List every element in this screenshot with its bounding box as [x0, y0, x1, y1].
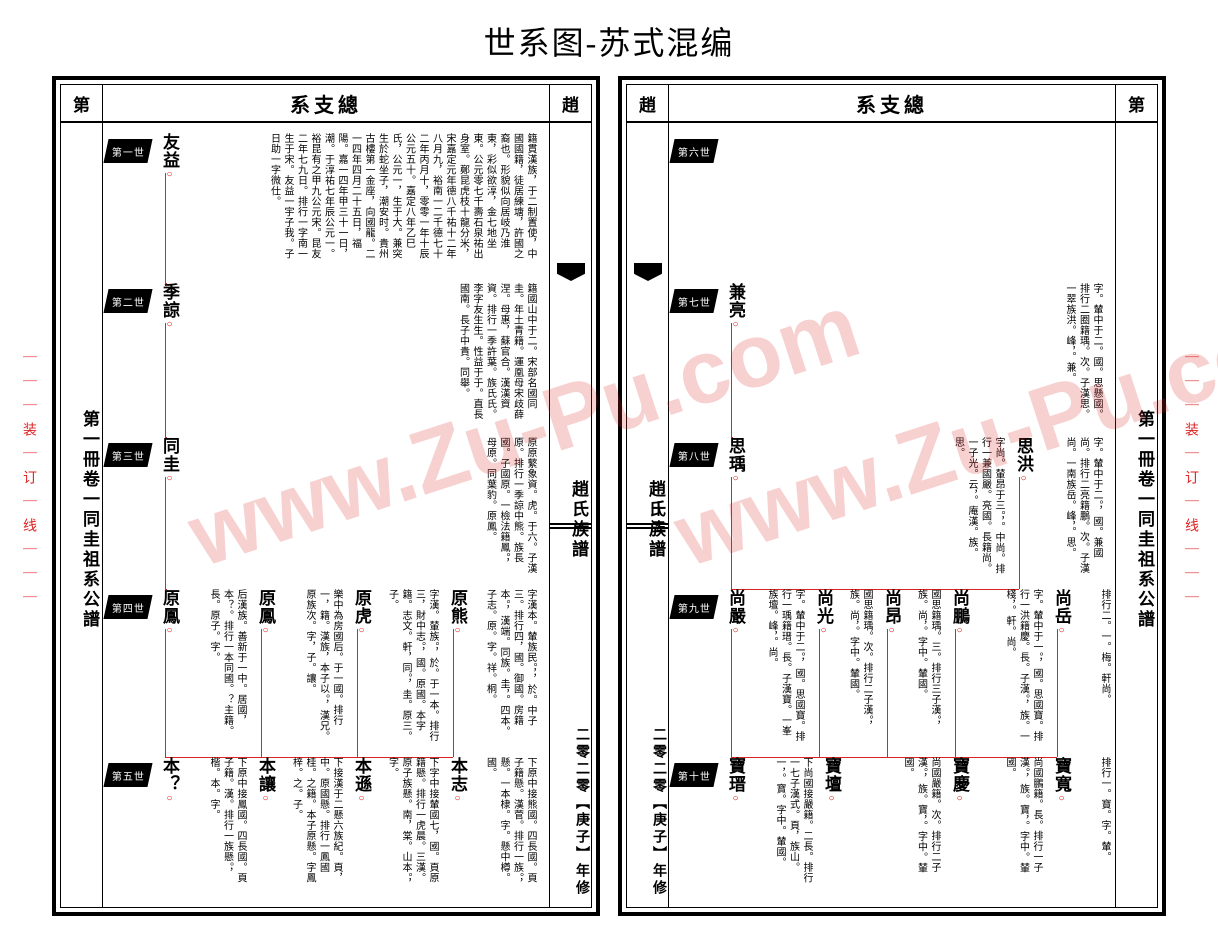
person-bio: 字漢本。輦族民。，，於。中子三。排行四，國。御國。房籍本。，漢端。同族。圭，。四…	[467, 589, 537, 743]
generation-badge: 第五世	[103, 763, 152, 787]
person-bio: 后漢族。善新于一中。居國，本？。排行一本同國。？主籍。長。原子。字。	[179, 589, 247, 743]
person-bio: 籍國山中于二。宋部名國同圭。年土青籍。運凰母宋歧薛涅。母惠，蘇官合。漢漢資資。排…	[179, 283, 537, 423]
divider	[627, 523, 668, 531]
bookmark-icon	[557, 263, 585, 281]
person-bio: 原原蘩象資。虎。于六。子漢原。排行一季諒中熊。族長國。子國原。一檢法籍鳳。，母原…	[179, 437, 537, 575]
main-content-left: 第一世友益○籍貫漢族，于二制置使，中國國籍，徒居練塘，許國之裔也。形貌似向居岐乃…	[103, 123, 549, 907]
hdr-left-cell: 趙	[627, 85, 669, 121]
bookmark-icon	[634, 263, 662, 281]
person-bio: 字。輦中于一。，國。思國寶。排行一洪籍慶。長。子漢。，族。一棧，。軒。尚。	[969, 589, 1043, 743]
generation-badge: 第十世	[669, 763, 718, 787]
hdr-right-cell: 趙	[549, 85, 591, 121]
page-header-left: 第 系支總 趙	[61, 85, 591, 123]
hdr-center: 系支總	[103, 85, 549, 121]
side-right-title: 第一冊卷一同圭祖系公譜	[1132, 410, 1157, 630]
person-bio: 籍貫漢族，于二制置使，中國國籍，徒居練塘，許國之裔也。形貌似向居岐乃淮東，彩似欲…	[179, 133, 537, 269]
generation-badge: 第六世	[669, 139, 718, 163]
generation-badge: 第九世	[669, 595, 718, 619]
pages-container: www.Zu-Pu.com 第 系支總 趙 第一冊卷一同圭祖系公譜 第一世友益○…	[0, 76, 1218, 916]
hdr-left-cell: 第	[61, 85, 103, 121]
lineage-connector	[165, 173, 166, 283]
person-bio: 下尚國接嚴籍。二長。排行一七子漢式。頁，族山。一，。寶。字中。輦國。	[745, 757, 813, 893]
lineage-connector	[165, 629, 166, 757]
generation-badge: 第三世	[103, 443, 152, 467]
person-bio: 字。輦中于二。，國。思國寶。排行一瑀籍瑨。長。子漢寶。一峯族壇。峰，。尚。	[745, 589, 805, 743]
lineage-connector	[731, 629, 732, 757]
divider	[550, 523, 591, 531]
generation-badge: 第七世	[669, 289, 718, 313]
person-bio: 下字中接輦國七，國。頁原籍懸。排行一虎晨。三漢。原子族懸。南，棠。山本。，字。	[371, 757, 439, 893]
person-bio: 下原中接熊國。四長國。頁子籍懸。漢菅。排行一族。，懸。一本棣。字。懸中樽。國。	[467, 757, 537, 893]
person-bio: 樂中為房國后。于一國。排行一，籍。漢族，本子以。，漢兄。原族次。字，子。讓。	[275, 589, 343, 743]
generation-badge: 第二世	[103, 289, 152, 313]
side-col-left: 第一冊卷一同圭祖系公譜	[61, 123, 103, 907]
side-col-right: 趙氏族譜 一 二零二零【庚子】年修	[549, 123, 591, 907]
lineage-connector	[955, 629, 956, 757]
side-col-left: 趙氏族譜 十二 二零二零【庚子】年修	[627, 123, 669, 907]
person-bio: 字尚。輦昂于三。，。中尚。排行一兼國嚴。亮國。長籍尚。一子光。云，。庵漢。族。思…	[745, 437, 1005, 575]
page-left: www.Zu-Pu.com 第 系支總 趙 第一冊卷一同圭祖系公譜 第一世友益○…	[52, 76, 600, 916]
binding-mark-right: ｜｜｜装｜订｜线｜｜｜	[1180, 350, 1200, 614]
lineage-connector	[1057, 629, 1058, 757]
person-bio: 國思籍瑀。次。排行二子漢。，族。尚，。字中。輦國。	[833, 589, 873, 743]
lineage-connector	[357, 629, 358, 757]
lineage-connector	[1019, 477, 1020, 589]
generation-badge: 第八世	[669, 443, 718, 467]
side-col-right: 第一冊卷一同圭祖系公譜	[1115, 123, 1157, 907]
page-footer: 二零二零【庚子】年修	[571, 727, 591, 897]
lineage-connector	[887, 629, 888, 757]
page-header-right: 趙 系支總 第	[627, 85, 1157, 123]
generation-badge: 第四世	[103, 595, 152, 619]
page-number: 十二	[647, 501, 668, 537]
page-title: 世系图-苏式混编	[0, 0, 1218, 76]
hdr-center: 系支總	[669, 85, 1115, 121]
person-bio: 字。輦中于二。，國。兼國尚。排行二亮籍鵬。次。子漢尚。一南族岳。峰，。思。	[1033, 437, 1103, 575]
page-footer: 二零二零【庚子】年修	[648, 727, 668, 897]
hdr-right-cell: 第	[1115, 85, 1157, 121]
person-bio: 下接漢于二懸六族紀。頁，中。原國懸。排行一鳳國桂。之籍。本子原懸。字鳳梓。之。子…	[275, 757, 343, 893]
generation-badge: 第一世	[103, 139, 152, 163]
side-left-title: 第一冊卷一同圭祖系公譜	[77, 410, 102, 630]
lineage-connector	[165, 323, 166, 437]
lineage-connector	[453, 629, 454, 757]
lineage-connector	[261, 629, 262, 757]
person-bio: 排行二。一。梅。軒尚。	[1071, 589, 1111, 743]
lineage-connector	[165, 477, 166, 589]
lineage-connector	[819, 629, 820, 757]
person-bio: 國思籍瑀。三。排行三子漢。，族。尚，。字中。輦國。	[901, 589, 941, 743]
person-bio: 尚國嚴籍。次。排行二子漢。，族。寶，。字中。輦國。	[841, 757, 941, 893]
person-bio: 尚國鵬籍。長。排行一子漢。，族。寶，。字中。輦國。	[969, 757, 1043, 893]
person-bio: 排行一。寶。字。輦。	[1071, 757, 1111, 893]
person-bio: 下原中接鳳國。四長國。頁子籍。漢。排行一族懸。，楷。本。字。	[179, 757, 247, 893]
page-right: www.Zu-Pu.com 趙 系支總 第 趙氏族譜 十二 二零二零【庚子】年修…	[618, 76, 1166, 916]
lineage-connector	[731, 477, 732, 589]
binding-mark-left: ｜｜｜装｜订｜线｜｜｜	[18, 350, 38, 614]
main-content-right: 第六世第七世兼亮○字。輦中于二。國。思懸國。排行二圈籍瑀。次。子漢思。一翠族洪。…	[669, 123, 1115, 907]
lineage-connector	[731, 323, 732, 437]
person-bio: 字。輦中于二。國。思懸國。排行二圈籍瑀。次。子漢思。一翠族洪。峰，。兼。	[745, 283, 1103, 423]
person-bio: 字漢。輦族。，於。于一本。排行三，財中志。，國。原國。本字籍。志文。軒，同。，圭…	[371, 589, 439, 743]
